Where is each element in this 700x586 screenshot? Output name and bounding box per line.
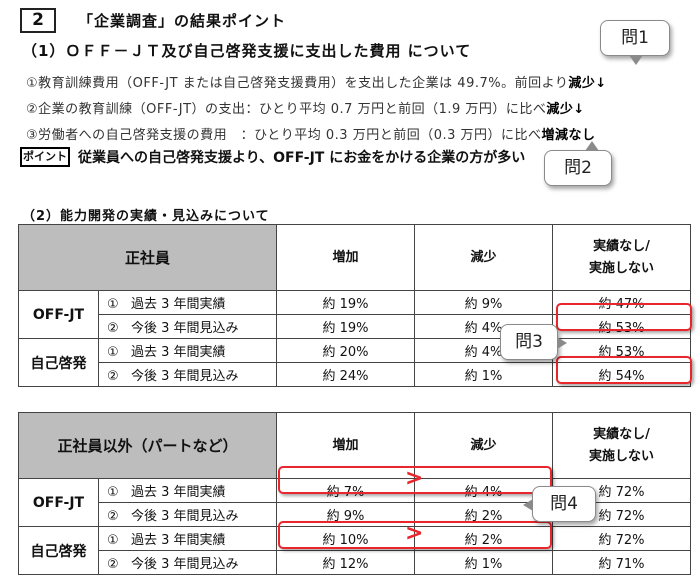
table-row: ② 今後 3 年間見込み 約 19% 約 4% 約 53%	[19, 314, 692, 339]
table-regular-employees: 正社員 増加 減少 実績なし/ 実施しない OFF-JT ① 過去 3 年間実績 …	[17, 224, 692, 387]
period-cell: ② 今後 3 年間見込み	[97, 550, 278, 575]
row-label-offjt: OFF-JT	[18, 290, 99, 339]
header-decrease: 減少	[414, 224, 554, 291]
value-increase: 約 24%	[276, 362, 416, 387]
callout-tail	[629, 55, 643, 65]
row-label-self-development: 自己啓発	[18, 526, 99, 575]
table-row: OFF-JT ① 過去 3 年間実績 約 19% 約 9% 約 47%	[18, 290, 692, 339]
header-decrease: 減少	[414, 412, 554, 479]
header-none-line2: 実施しない	[589, 448, 655, 464]
subsection-1-title: （1）ＯＦＦ－ＪＴ及び自己啓発支援に支出した費用 について	[22, 42, 472, 60]
period-cell: ② 今後 3 年間見込み	[97, 314, 278, 339]
value-decrease: 約 1%	[414, 362, 554, 387]
period-number: ①	[107, 533, 119, 548]
value-increase: 約 12%	[276, 550, 416, 575]
finding-line-3-result: 増減なし	[541, 128, 596, 143]
value-decrease: 約 1%	[414, 550, 554, 575]
value-decrease: 約 2%	[414, 526, 554, 551]
period-label: 今後 3 年間見込み	[131, 321, 239, 336]
point-badge: ポイント	[20, 147, 70, 167]
value-none: 約 53%	[552, 314, 692, 339]
value-none: 約 72%	[552, 526, 692, 551]
row-label-self-development: 自己啓発	[18, 338, 99, 387]
period-number: ①	[107, 345, 119, 360]
period-number: ②	[107, 321, 119, 336]
finding-line-3: ③労働者への自己啓発支援の費用 ：ひとり平均 0.3 万円と前回（0.3 万円）…	[26, 124, 596, 143]
table-row: 自己啓発 ① 過去 3 年間実績 約 20% 約 4% 約 53%	[18, 338, 692, 387]
callout-bubble-q2: 問2	[544, 141, 612, 186]
period-cell: ① 過去 3 年間実績	[97, 526, 278, 551]
period-label: 今後 3 年間見込み	[131, 557, 239, 572]
period-cell: ② 今後 3 年間見込み	[97, 362, 278, 387]
table-row: OFF-JT ① 過去 3 年間実績 約 7% 約 4% 約 72%	[18, 478, 692, 527]
header-group: 正社員以外（パートなど）	[17, 412, 278, 479]
period-cell: ① 過去 3 年間実績	[97, 290, 278, 315]
finding-line-1-result: 減少↓	[568, 76, 607, 91]
period-label: 今後 3 年間見込み	[131, 509, 239, 524]
header-increase: 増加	[276, 412, 416, 479]
period-cell: ① 過去 3 年間実績	[97, 338, 278, 363]
subsection-2-title: （2）能力開発の実績・見込みについて	[22, 209, 270, 224]
table-row: ② 今後 3 年間見込み 約 12% 約 1% 約 71%	[19, 550, 692, 575]
table-row: ② 今後 3 年間見込み 約 24% 約 1% 約 54%	[19, 362, 692, 387]
header-none-line1: 実績なし/	[593, 238, 650, 254]
period-label: 過去 3 年間実績	[131, 533, 226, 548]
period-label: 過去 3 年間実績	[131, 485, 226, 500]
table-row: 自己啓発 ① 過去 3 年間実績 約 10% 約 2% 約 72%	[18, 526, 692, 575]
finding-line-2-text: ②企業の教育訓練（OFF-JT）の支出：ひとり平均 0.7 万円と前回（1.9 …	[26, 102, 547, 117]
value-increase: 約 9%	[276, 502, 416, 527]
value-increase: 約 20%	[276, 338, 416, 363]
period-number: ②	[107, 557, 119, 572]
finding-line-1: ①教育訓練費用（OFF-JT または自己啓発支援費用）を支出した企業は 49.7…	[26, 72, 607, 91]
period-label: 過去 3 年間実績	[131, 345, 226, 360]
callout-bubble-q4: 問4	[523, 486, 596, 522]
header-none: 実績なし/ 実施しない	[552, 412, 692, 479]
value-none: 約 54%	[552, 362, 692, 387]
header-none-line1: 実績なし/	[593, 426, 650, 442]
period-number: ②	[107, 509, 119, 524]
callout-bubble-q1: 問1	[600, 20, 670, 65]
finding-line-1-text: ①教育訓練費用（OFF-JT または自己啓発支援費用）を支出した企業は 49.7…	[26, 76, 569, 91]
period-number: ①	[107, 297, 119, 312]
finding-line-2-result: 減少↓	[546, 102, 585, 117]
period-cell: ② 今後 3 年間見込み	[97, 502, 278, 527]
period-number: ②	[107, 369, 119, 384]
period-label: 過去 3 年間実績	[131, 297, 226, 312]
value-none: 約 71%	[552, 550, 692, 575]
period-number: ①	[107, 485, 119, 500]
callout-label-q1: 問1	[621, 28, 649, 48]
row-label-offjt: OFF-JT	[18, 478, 99, 527]
callout-label-q3: 問3	[515, 332, 543, 352]
section-number: 2	[20, 8, 56, 33]
table-header-row: 正社員 増加 減少 実績なし/ 実施しない	[17, 224, 692, 291]
finding-line-2: ②企業の教育訓練（OFF-JT）の支出：ひとり平均 0.7 万円と前回（1.9 …	[26, 98, 585, 117]
header-none-line2: 実施しない	[589, 260, 655, 276]
header-increase: 増加	[276, 224, 416, 291]
value-increase: 約 19%	[276, 314, 416, 339]
value-increase: 約 7%	[276, 478, 416, 503]
callout-label-q2: 問2	[564, 158, 592, 178]
value-decrease: 約 9%	[414, 290, 554, 315]
callout-tail	[557, 337, 567, 349]
greater-than-arrow-icon: >	[405, 521, 424, 546]
value-increase: 約 10%	[276, 526, 416, 551]
period-label: 今後 3 年間見込み	[131, 369, 239, 384]
point-text: 従業員への自己啓発支援より、OFF-JT にお金をかける企業の方が多い	[78, 150, 526, 166]
period-cell: ① 過去 3 年間実績	[97, 478, 278, 503]
greater-than-arrow-icon: >	[405, 466, 424, 491]
header-none: 実績なし/ 実施しない	[552, 224, 692, 291]
header-group: 正社員	[17, 224, 278, 291]
table-header-row: 正社員以外（パートなど） 増加 減少 実績なし/ 実施しない	[17, 412, 692, 479]
callout-tail	[523, 499, 533, 511]
value-increase: 約 19%	[276, 290, 416, 315]
value-none: 約 47%	[552, 290, 692, 315]
value-none: 約 53%	[552, 338, 692, 363]
section-title: 「企業調査」の結果ポイント	[78, 12, 287, 30]
callout-tail	[585, 141, 599, 151]
finding-line-3-text: ③労働者への自己啓発支援の費用 ：ひとり平均 0.3 万円と前回（0.3 万円）…	[26, 128, 542, 143]
callout-label-q4: 問4	[550, 494, 578, 514]
callout-bubble-q3: 問3	[500, 324, 567, 360]
